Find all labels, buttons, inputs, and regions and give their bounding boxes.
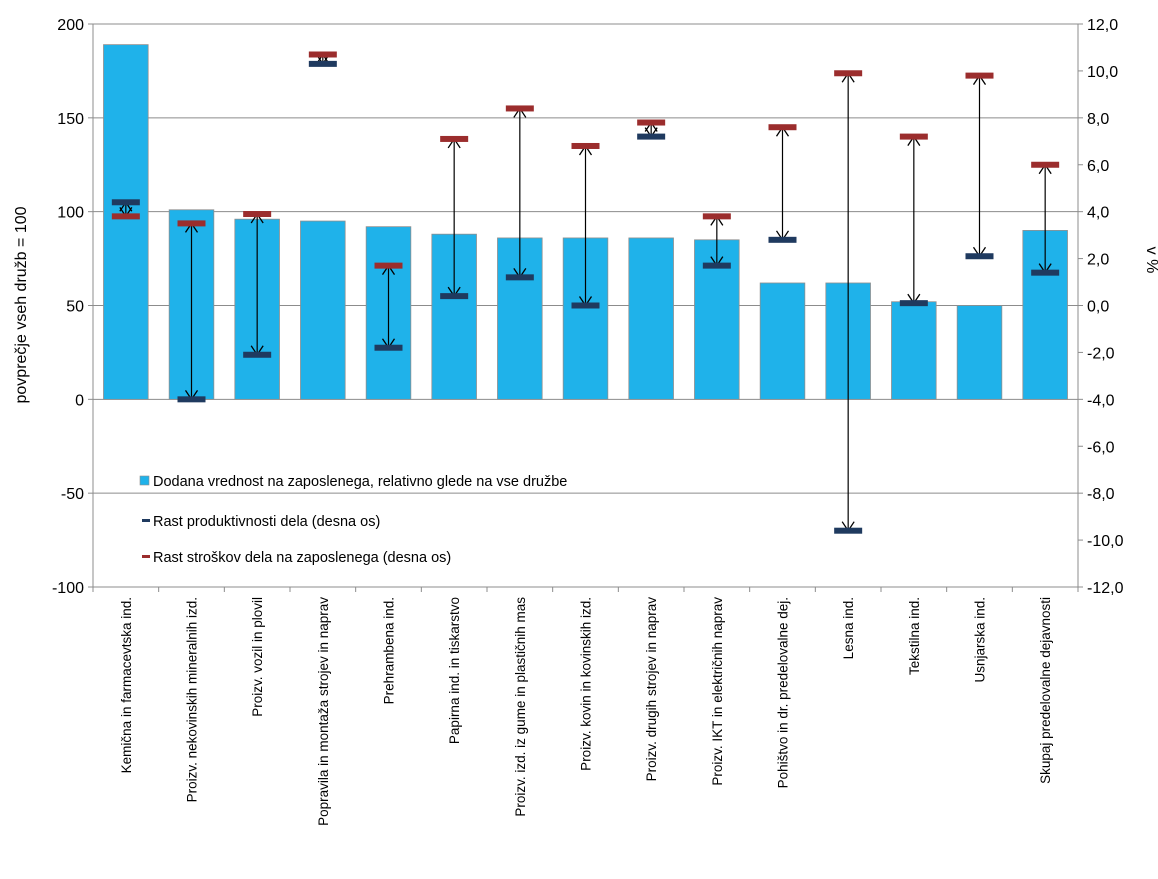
markers: [111, 51, 1060, 534]
productivity-marker: [965, 253, 994, 260]
bar: [103, 44, 149, 400]
productivity-marker: [505, 274, 534, 281]
bar: [759, 282, 806, 400]
productivity-marker: [899, 300, 928, 307]
labor-cost-marker: [177, 220, 206, 227]
category-label: Proizv. drugih strojev in naprav: [644, 597, 659, 782]
legend-swatch-bar: [139, 475, 150, 486]
productivity-marker: [374, 344, 403, 351]
right-tick-label: -2,0: [1087, 345, 1115, 362]
category-label: Proizv. izd. iz gume in plastičnih mas: [513, 597, 528, 817]
labor-cost-marker: [374, 262, 403, 269]
right-tick-label: -6,0: [1087, 439, 1115, 456]
right-tick-label: -8,0: [1087, 486, 1115, 503]
productivity-marker: [111, 199, 140, 206]
productivity-marker: [768, 236, 797, 243]
right-tick-label: -4,0: [1087, 392, 1115, 409]
labor-cost-marker: [440, 135, 469, 142]
productivity-marker: [243, 351, 272, 358]
category-label: Lesna ind.: [841, 597, 856, 659]
right-tick-label: -12,0: [1087, 580, 1124, 597]
category-label: Kemična in farmacevtska ind.: [119, 597, 134, 773]
category-label: Proizv. vozil in plovil: [250, 597, 265, 717]
right-tick-label: 0,0: [1087, 299, 1109, 316]
productivity-marker: [1031, 269, 1060, 276]
labor-cost-marker: [702, 213, 731, 220]
productivity-marker: [834, 527, 863, 534]
right-axis-title: v %: [1143, 247, 1158, 274]
left-tick-label: -50: [61, 486, 84, 503]
labor-cost-marker: [308, 51, 337, 58]
left-axis-ticks: -100 -50 0 50 100 150 200: [52, 17, 93, 597]
labor-cost-marker: [834, 70, 863, 77]
category-label: Skupaj predelovalne dejavnosti: [1038, 597, 1053, 784]
category-label: Usnjarska ind.: [973, 597, 988, 683]
productivity-marker: [440, 293, 469, 300]
category-label: Proizv. IKT in električnih naprav: [710, 597, 725, 786]
left-axis-title: povprečje vseh družb = 100: [13, 206, 30, 403]
left-tick-label: 0: [75, 392, 84, 409]
legend-label-bar: Dodana vrednost na zaposlenega, relativn…: [153, 474, 567, 490]
labor-cost-marker: [505, 105, 534, 112]
productivity-marker: [177, 396, 206, 403]
left-tick-label: -100: [52, 580, 84, 597]
legend-swatch-labor-cost: [142, 555, 150, 558]
productivity-marker: [571, 302, 600, 309]
bar: [891, 301, 937, 400]
category-label: Prehrambena ind.: [382, 597, 397, 704]
labor-cost-marker: [637, 119, 666, 126]
productivity-marker: [637, 133, 666, 140]
right-axis-ticks: -12,0 -10,0 -8,0 -6,0 -4,0 -2,0 0,0 2,0 4,0 6,0 8,…: [1078, 17, 1124, 597]
labor-cost-marker: [965, 72, 994, 79]
bar: [562, 237, 609, 400]
right-tick-label: 2,0: [1087, 252, 1109, 269]
category-label: Proizv. kovin in kovinskih izd.: [579, 597, 594, 771]
category-label: Proizv. nekovinskih mineralnih izd.: [185, 597, 200, 802]
category-labels: Kemična in farmacevtska ind. Proizv. neko…: [119, 597, 1053, 826]
right-tick-label: 12,0: [1087, 17, 1118, 34]
right-tick-label: 4,0: [1087, 205, 1109, 222]
labor-cost-marker: [243, 211, 272, 218]
left-tick-label: 200: [57, 17, 84, 34]
legend: Dodana vrednost na zaposlenega, relativn…: [139, 474, 567, 566]
right-tick-label: 8,0: [1087, 111, 1109, 128]
labor-cost-marker: [899, 133, 928, 140]
category-label: Tekstilna ind.: [907, 597, 922, 675]
productivity-marker: [308, 60, 337, 67]
left-tick-label: 50: [66, 299, 84, 316]
legend-label-labor-cost: Rast stroškov dela na zaposlenega (desna…: [153, 550, 451, 566]
category-label: Pohištvo in dr. predelovalne dej.: [776, 597, 791, 788]
bar: [300, 220, 346, 400]
right-tick-label: -10,0: [1087, 533, 1124, 550]
legend-swatch-productivity: [142, 519, 150, 522]
category-label: Papirna ind. in tiskarstvo: [447, 597, 462, 744]
labor-cost-marker: [571, 142, 600, 149]
bar: [628, 237, 674, 400]
left-tick-label: 100: [57, 205, 84, 222]
labor-cost-marker: [111, 213, 140, 220]
labor-cost-marker: [1031, 161, 1060, 168]
bar: [956, 305, 1003, 400]
left-tick-label: 150: [57, 111, 84, 128]
right-tick-label: 10,0: [1087, 64, 1118, 81]
productivity-marker: [702, 262, 731, 269]
legend-label-productivity: Rast produktivnosti dela (desna os): [153, 514, 380, 530]
category-label: Popravila in montaža strojev in naprav: [316, 597, 331, 826]
labor-cost-marker: [768, 124, 797, 131]
bar: [497, 237, 543, 400]
right-tick-label: 6,0: [1087, 158, 1109, 175]
